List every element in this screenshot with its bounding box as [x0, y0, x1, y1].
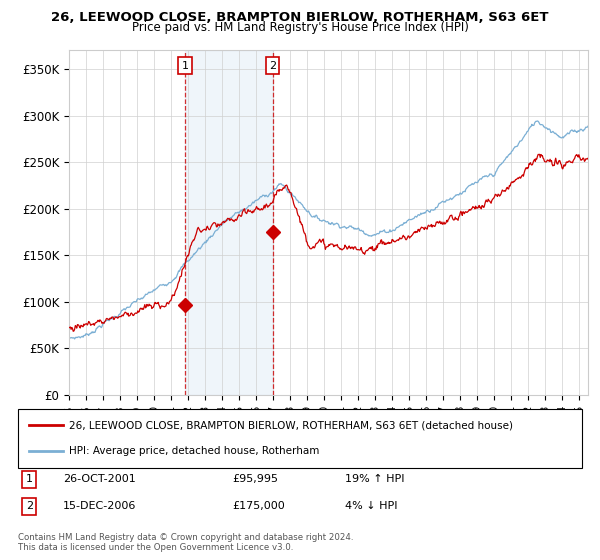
- Text: 1: 1: [26, 474, 33, 484]
- Text: 15-DEC-2006: 15-DEC-2006: [63, 501, 136, 511]
- Text: 26, LEEWOOD CLOSE, BRAMPTON BIERLOW, ROTHERHAM, S63 6ET (detached house): 26, LEEWOOD CLOSE, BRAMPTON BIERLOW, ROT…: [69, 420, 513, 430]
- Text: 1: 1: [182, 60, 188, 71]
- Bar: [185, 50, 272, 395]
- Text: 19% ↑ HPI: 19% ↑ HPI: [345, 474, 404, 484]
- Text: Price paid vs. HM Land Registry's House Price Index (HPI): Price paid vs. HM Land Registry's House …: [131, 21, 469, 34]
- Text: £95,995: £95,995: [232, 474, 278, 484]
- Text: £175,000: £175,000: [232, 501, 285, 511]
- FancyBboxPatch shape: [18, 409, 582, 468]
- Text: 2: 2: [269, 60, 276, 71]
- Text: 26-OCT-2001: 26-OCT-2001: [63, 474, 136, 484]
- Text: 26, LEEWOOD CLOSE, BRAMPTON BIERLOW, ROTHERHAM, S63 6ET: 26, LEEWOOD CLOSE, BRAMPTON BIERLOW, ROT…: [51, 11, 549, 24]
- Text: 2: 2: [26, 501, 33, 511]
- Text: Contains HM Land Registry data © Crown copyright and database right 2024.
This d: Contains HM Land Registry data © Crown c…: [18, 533, 353, 552]
- Text: 4% ↓ HPI: 4% ↓ HPI: [345, 501, 398, 511]
- Text: HPI: Average price, detached house, Rotherham: HPI: Average price, detached house, Roth…: [69, 446, 319, 456]
